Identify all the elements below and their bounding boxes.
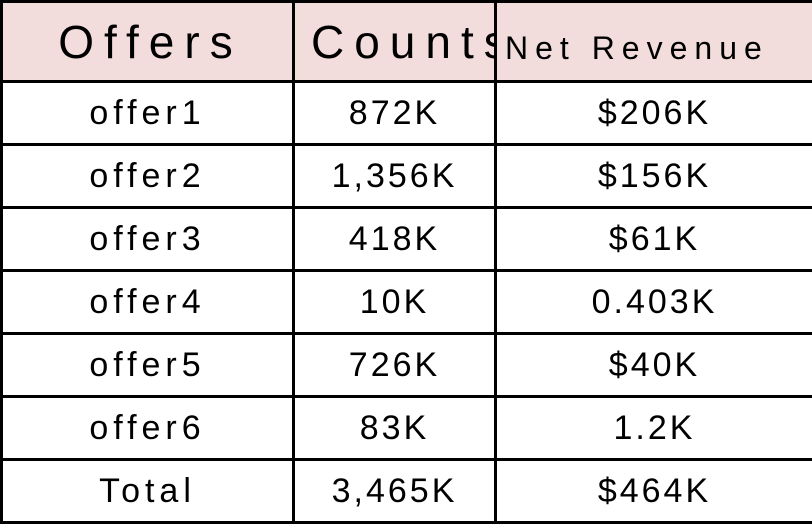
offers-column-header: Offers	[0, 0, 295, 83]
net-revenue-column-header: Net Revenue	[494, 0, 812, 83]
offer-name-cell: offer1	[0, 80, 295, 146]
net-revenue-cell: $206K	[494, 80, 812, 146]
table-row: offer4 10K 0.403K	[0, 269, 812, 335]
total-row: Total 3,465K $464K	[0, 458, 812, 524]
table-header-row: Offers Counts Net Revenue	[0, 0, 812, 83]
counts-column-header: Counts	[292, 0, 497, 83]
table-row: offer5 726K $40K	[0, 332, 812, 398]
net-revenue-cell: $61K	[494, 206, 812, 272]
offer-name-cell: offer3	[0, 206, 295, 272]
offer-name-cell: offer6	[0, 395, 295, 461]
counts-cell: 1,356K	[292, 143, 497, 209]
total-net-revenue-cell: $464K	[494, 458, 812, 524]
table-row: offer1 872K $206K	[0, 80, 812, 146]
table-row: offer2 1,356K $156K	[0, 143, 812, 209]
counts-cell: 418K	[292, 206, 497, 272]
counts-cell: 83K	[292, 395, 497, 461]
counts-cell: 726K	[292, 332, 497, 398]
offer-name-cell: offer4	[0, 269, 295, 335]
counts-cell: 10K	[292, 269, 497, 335]
table-row: offer6 83K 1.2K	[0, 395, 812, 461]
total-label-cell: Total	[0, 458, 295, 524]
net-revenue-cell: 0.403K	[494, 269, 812, 335]
offer-name-cell: offer5	[0, 332, 295, 398]
table-row: offer3 418K $61K	[0, 206, 812, 272]
net-revenue-cell: $156K	[494, 143, 812, 209]
net-revenue-cell: $40K	[494, 332, 812, 398]
net-revenue-cell: 1.2K	[494, 395, 812, 461]
total-counts-cell: 3,465K	[292, 458, 497, 524]
offer-name-cell: offer2	[0, 143, 295, 209]
counts-cell: 872K	[292, 80, 497, 146]
